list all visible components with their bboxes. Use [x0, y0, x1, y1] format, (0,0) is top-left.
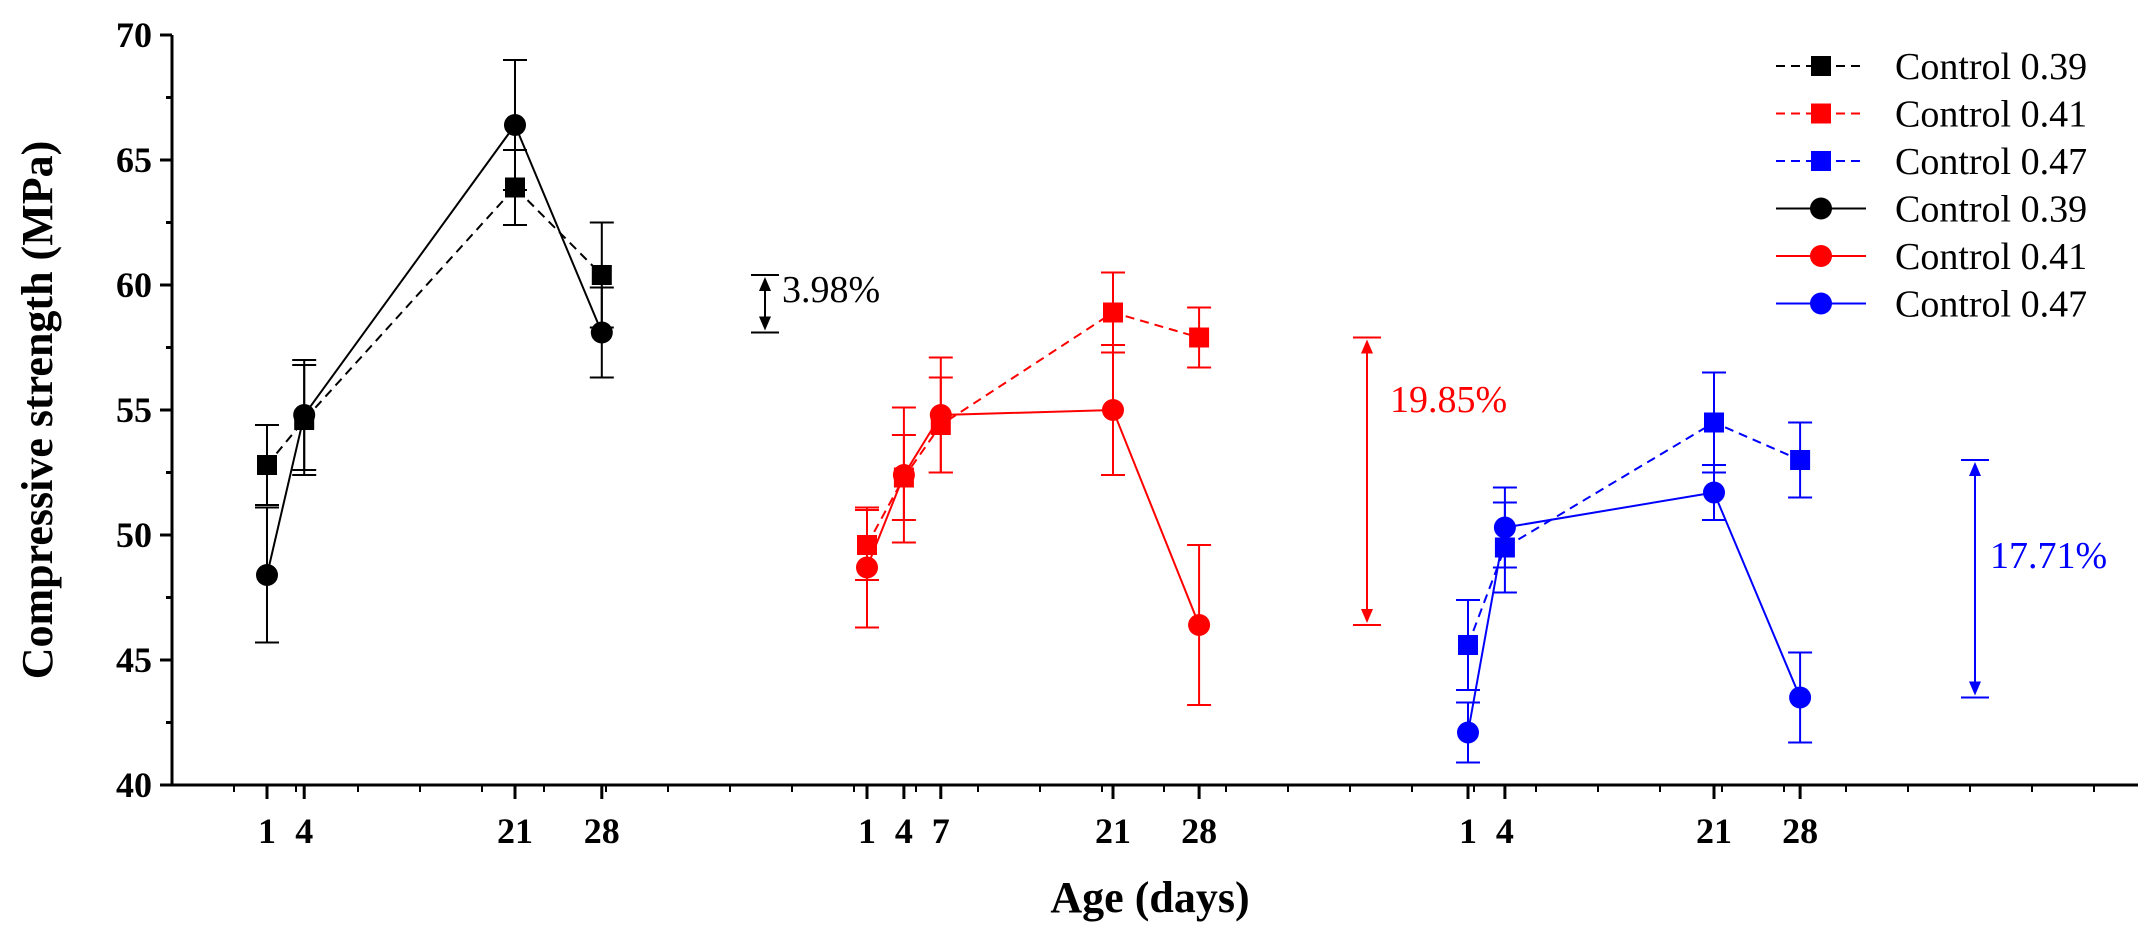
series-0-41-solid — [855, 344, 1212, 706]
legend-entry: Control 0.39 — [1776, 189, 2087, 231]
data-point-circle — [1493, 516, 1516, 539]
legend-label: Control 0.41 — [1895, 94, 2087, 136]
annotation-0-41: 19.85% — [1353, 336, 1507, 626]
series-line — [266, 122, 603, 576]
legend: Control 0.39 Control 0.41 Control 0.47 Cont… — [1776, 46, 2087, 326]
y-tick-label-60: 60 — [116, 265, 152, 305]
x-tick-label: 21 — [1696, 811, 1732, 851]
y-axis-title: Compressive strength (MPa) — [13, 141, 62, 680]
x-tick-label: 1 — [1459, 811, 1477, 851]
annotation-arrow-head-up — [1361, 339, 1373, 354]
legend-label: Control 0.39 — [1895, 46, 2087, 88]
legend-entry: Control 0.47 — [1776, 284, 2087, 326]
data-point-circle — [1102, 399, 1124, 421]
data-point-circle — [590, 321, 613, 344]
x-tick-label: 1 — [858, 811, 876, 851]
x-tick-label: 21 — [497, 811, 533, 851]
series-0-39-dashed — [255, 149, 614, 506]
data-point-circle — [1703, 481, 1725, 504]
y-tick-label-40: 40 — [116, 765, 152, 805]
x-tick-label: 4 — [1496, 811, 1514, 851]
legend-entry: Control 0.47 — [1776, 141, 2087, 183]
annotation-0-39: 3.98% — [751, 269, 880, 334]
x-tick-label: 7 — [932, 811, 950, 851]
series-0-39-solid — [255, 59, 614, 644]
series-line — [266, 186, 603, 466]
x-tick-label: 4 — [895, 811, 913, 851]
legend-marker-circle — [1810, 197, 1832, 220]
annotation-arrow-head-down — [759, 316, 771, 331]
x-tick-label: 1 — [258, 811, 276, 851]
series-line — [1467, 491, 1802, 733]
data-point-circle — [1188, 614, 1211, 636]
data-point-square — [1189, 327, 1210, 348]
annotation-label: 3.98% — [782, 269, 880, 311]
legend-entry: Control 0.39 — [1776, 46, 2087, 88]
legend-marker-circle — [1810, 245, 1832, 267]
x-tick-label: 28 — [1181, 811, 1217, 851]
legend-label: Control 0.47 — [1895, 284, 2087, 326]
data-point-circle — [256, 564, 278, 586]
annotation-label: 19.85% — [1390, 379, 1507, 421]
annotation-arrow-head-down — [1969, 681, 1981, 696]
data-point-square — [1458, 635, 1478, 655]
data-point-square — [1790, 450, 1811, 470]
legend-marker-square — [1811, 103, 1831, 124]
legend-label: Control 0.41 — [1895, 236, 2087, 278]
data-point-circle — [892, 464, 915, 486]
data-point-circle — [504, 114, 526, 136]
legend-marker-square — [1811, 56, 1831, 76]
group-0-41: 19.85% — [855, 271, 1507, 706]
annotation-arrow-head-up — [1969, 462, 1981, 476]
plot-area: 3.98% 19.85% 17.71% — [255, 59, 2107, 764]
annotation-arrow-head-down — [1361, 609, 1373, 623]
group-0-47: 17.71% — [1456, 371, 2107, 764]
y-tick-label-50: 50 — [116, 515, 152, 555]
group-0-39: 3.98% — [255, 59, 880, 644]
data-point-circle — [293, 404, 316, 426]
x-tick-label: 21 — [1095, 811, 1131, 851]
series-line — [866, 311, 1200, 546]
data-point-circle — [856, 556, 878, 579]
legend-entry: Control 0.41 — [1776, 236, 2087, 278]
data-point-circle — [1457, 721, 1479, 744]
x-axis-title: Age (days) — [1050, 873, 1249, 922]
y-tick-label-55: 55 — [116, 390, 152, 430]
series-line — [866, 408, 1201, 626]
legend-entry: Control 0.41 — [1776, 94, 2087, 136]
data-point-square — [257, 455, 277, 475]
y-tick-label-45: 45 — [116, 640, 152, 680]
x-tick-label: 28 — [584, 811, 620, 851]
data-point-circle — [929, 404, 952, 426]
y-tick-label-65: 65 — [116, 140, 152, 180]
annotation-arrow-head-up — [759, 277, 771, 291]
legend-label: Control 0.39 — [1895, 189, 2087, 231]
x-tick-label: 4 — [295, 811, 313, 851]
data-point-square — [591, 265, 612, 285]
series-0-47-solid — [1456, 464, 1813, 764]
y-tick-label-70: 70 — [116, 15, 152, 55]
series-0-41-dashed — [855, 271, 1212, 581]
annotation-0-47: 17.71% — [1961, 459, 2107, 699]
legend-marker-square — [1811, 151, 1831, 171]
x-tick-label: 28 — [1782, 811, 1818, 851]
legend-label: Control 0.47 — [1895, 141, 2087, 183]
series-line — [1467, 421, 1801, 646]
legend-marker-circle — [1810, 292, 1832, 315]
data-point-square — [1103, 302, 1123, 323]
data-point-square — [1704, 412, 1724, 433]
data-point-circle — [1789, 686, 1812, 709]
annotation-label: 17.71% — [1990, 535, 2107, 577]
